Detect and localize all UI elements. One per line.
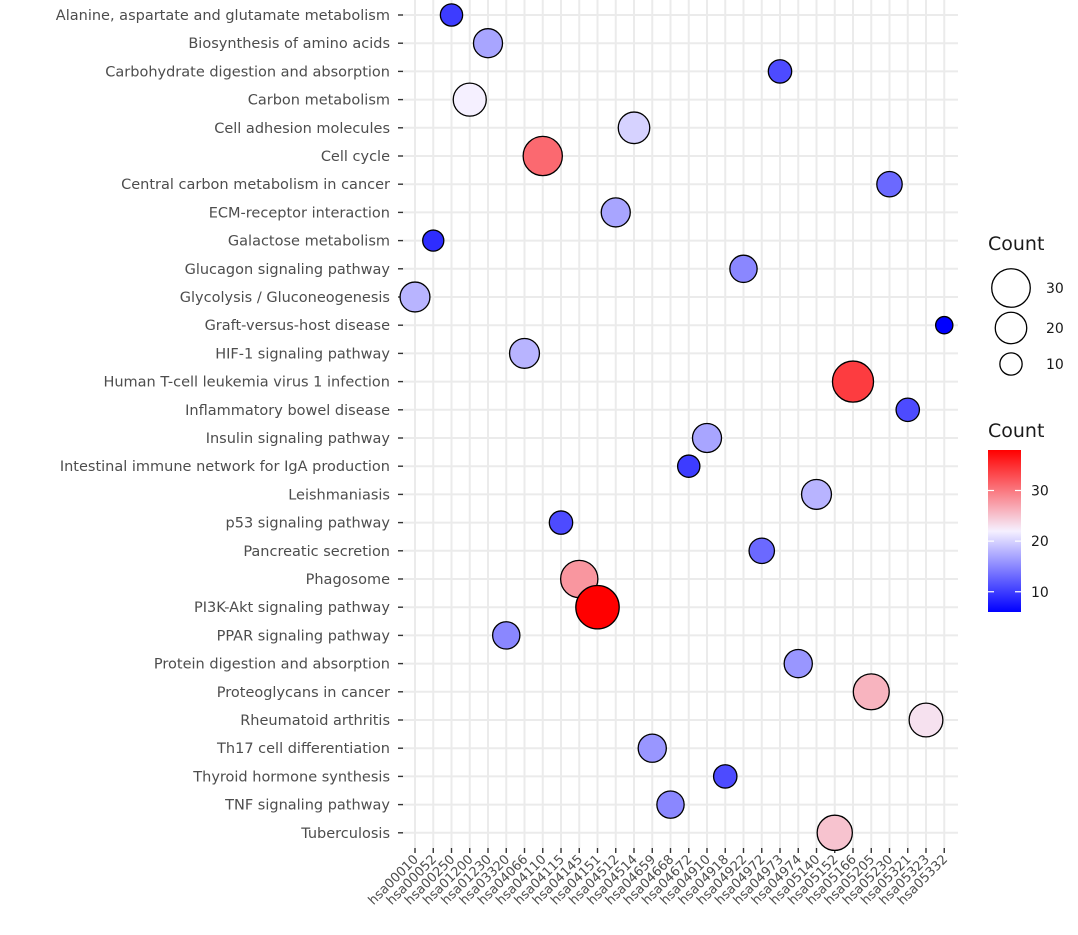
- size-legend-label: 20: [1046, 321, 1064, 337]
- y-tick-label: Tuberculosis: [300, 826, 390, 842]
- data-point: [712, 764, 738, 789]
- data-point: [522, 135, 563, 177]
- data-point: [895, 397, 921, 423]
- y-tick-label: Cell cycle: [321, 149, 390, 165]
- data-point: [908, 702, 944, 738]
- y-tick-label: PPAR signaling pathway: [217, 628, 391, 644]
- data-point: [575, 584, 620, 630]
- data-point: [748, 537, 776, 565]
- data-points: [399, 3, 954, 852]
- color-legend-label: 20: [1031, 534, 1049, 550]
- y-tick-label: TNF signaling pathway: [224, 798, 390, 814]
- y-tick-label: Inflammatory bowel disease: [185, 403, 390, 419]
- data-point: [399, 281, 431, 313]
- data-point: [548, 510, 574, 535]
- data-point: [691, 422, 723, 454]
- size-legend-label: 30: [1046, 281, 1064, 297]
- data-point: [600, 197, 631, 228]
- color-legend-bar: [988, 450, 1021, 612]
- y-tick-label: Galactose metabolism: [228, 234, 390, 250]
- y-tick-label: Insulin signaling pathway: [206, 431, 391, 447]
- data-point: [472, 28, 504, 59]
- data-point: [637, 733, 667, 763]
- y-tick-label: Carbohydrate digestion and absorption: [105, 64, 390, 80]
- y-tick-label: Protein digestion and absorption: [154, 657, 390, 673]
- data-point: [934, 315, 954, 335]
- y-axis-labels: Alanine, aspartate and glutamate metabol…: [56, 8, 403, 842]
- y-tick-label: Biosynthesis of amino acids: [188, 36, 390, 52]
- data-point: [656, 790, 685, 819]
- data-point: [816, 814, 854, 852]
- data-point: [852, 673, 890, 711]
- y-tick-label: Pancreatic secretion: [243, 544, 390, 560]
- size-legend: 30 20 10: [991, 268, 1064, 376]
- data-point: [831, 360, 875, 403]
- y-tick-label: Cell adhesion molecules: [214, 121, 390, 137]
- y-tick-label: Human T-cell leukemia virus 1 infection: [103, 375, 390, 391]
- y-tick-label: Phagosome: [306, 572, 390, 588]
- grid-lines: [402, 0, 958, 848]
- y-tick-label: Th17 cell differentiation: [216, 741, 390, 757]
- size-legend-key: [994, 311, 1028, 345]
- size-legend-key: [999, 352, 1023, 376]
- x-axis-labels: hsa00010hsa00052hsa00250hsa01200hsa01230…: [366, 848, 951, 908]
- y-tick-label: Carbon metabolism: [248, 93, 390, 109]
- y-tick-label: Proteoglycans in cancer: [217, 685, 390, 701]
- y-tick-label: Alanine, aspartate and glutamate metabol…: [56, 8, 390, 24]
- y-tick-label: Glycolysis / Gluconeogenesis: [180, 290, 390, 306]
- color-legend-label: 10: [1031, 585, 1049, 601]
- y-tick-label: p53 signaling pathway: [226, 516, 391, 532]
- legend: Count 30 20 10 Count 10 20 30: [988, 233, 1064, 612]
- data-point: [452, 82, 487, 117]
- data-point: [491, 621, 521, 650]
- y-tick-label: Graft-versus-host disease: [205, 318, 391, 334]
- y-tick-label: ECM-receptor interaction: [209, 205, 390, 221]
- y-tick-label: HIF-1 signaling pathway: [215, 346, 390, 362]
- data-point: [767, 59, 793, 84]
- data-point: [422, 229, 445, 252]
- y-tick-label: Glucagon signaling pathway: [185, 262, 391, 278]
- data-point: [783, 648, 813, 679]
- data-point: [439, 3, 464, 27]
- y-tick-label: Leishmaniasis: [288, 487, 390, 503]
- data-point: [876, 170, 903, 198]
- data-point: [508, 337, 541, 369]
- size-legend-title: Count: [988, 233, 1044, 255]
- data-point: [729, 254, 758, 284]
- y-tick-label: Intestinal immune network for IgA produc…: [60, 459, 390, 475]
- y-tick-label: Central carbon metabolism in cancer: [121, 177, 390, 193]
- data-point: [800, 478, 833, 510]
- y-tick-label: Thyroid hormone synthesis: [192, 769, 390, 785]
- color-legend-label: 30: [1031, 484, 1049, 500]
- data-point: [617, 111, 651, 145]
- size-legend-key: [991, 268, 1031, 308]
- color-legend-ticks: 10 20 30: [988, 484, 1049, 601]
- color-legend-title: Count: [988, 420, 1044, 442]
- y-tick-label: PI3K-Akt signaling pathway: [194, 600, 390, 616]
- data-point: [676, 454, 701, 478]
- size-legend-label: 10: [1046, 357, 1064, 373]
- y-tick-label: Rheumatoid arthritis: [240, 713, 390, 729]
